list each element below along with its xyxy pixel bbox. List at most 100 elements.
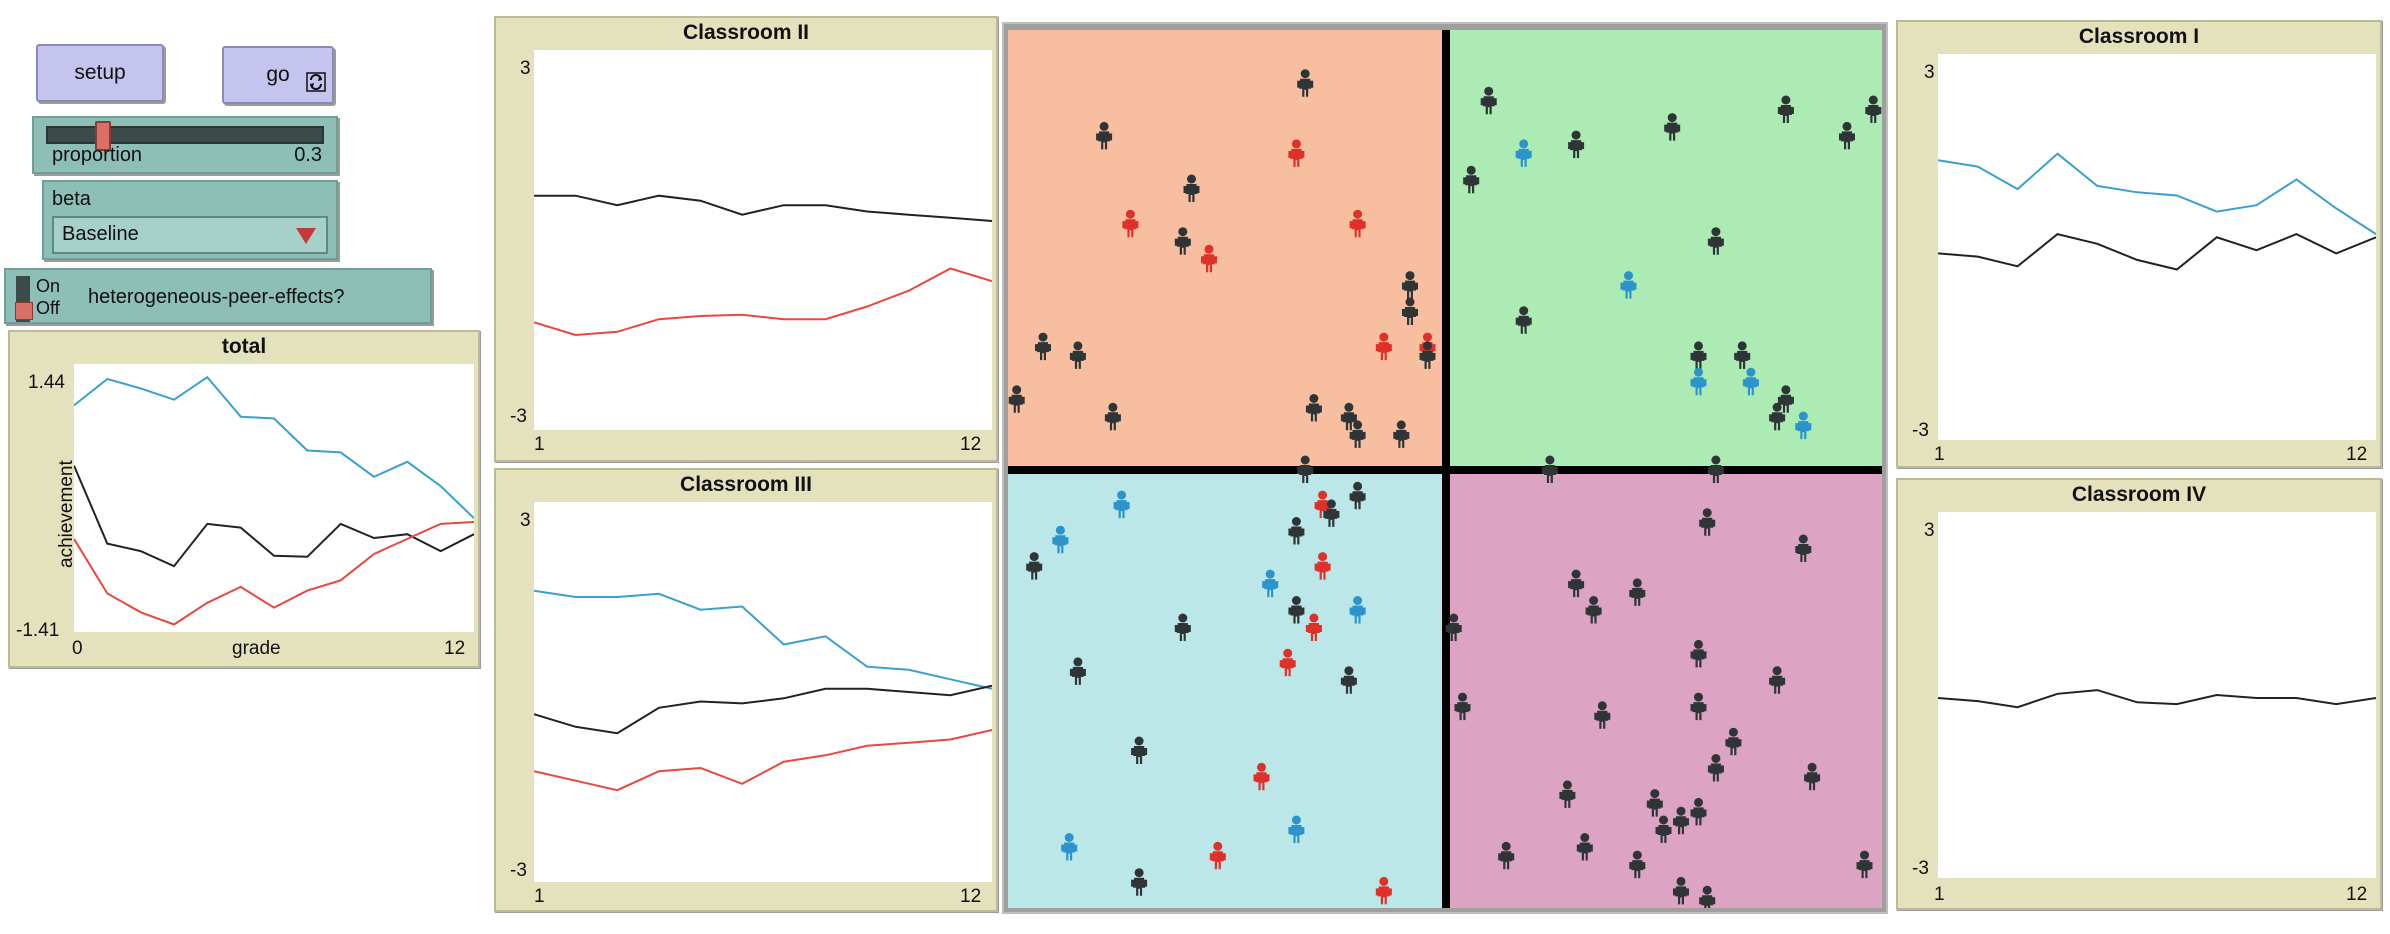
student-agent [1305, 394, 1322, 422]
student-agent [1069, 341, 1086, 369]
world-view[interactable] [1002, 22, 1888, 914]
plot-classroom-i: Classroom I 3 -3 1 12 [1896, 20, 2382, 468]
student-agent [1777, 95, 1794, 123]
student-agent [1052, 525, 1069, 554]
student-agent [1559, 780, 1576, 808]
plot-title: Classroom I [2078, 25, 2200, 48]
beta-chooser[interactable]: beta Baseline [42, 180, 338, 260]
series-line-0 [534, 194, 992, 222]
chooser-label: beta [52, 188, 91, 210]
student-agent [1725, 727, 1742, 756]
student-agent [1419, 341, 1436, 369]
student-agent [1734, 341, 1751, 369]
student-agent [1655, 815, 1672, 843]
student-agent [1707, 455, 1724, 483]
student-agent [1174, 613, 1191, 641]
plot-area [74, 364, 474, 632]
plot-total: total 1.44 -1.41 achievement 0 grade 12 [8, 330, 480, 668]
series-line-1 [74, 465, 474, 568]
plot-area [1938, 512, 2376, 878]
slider-label: proportion [52, 144, 143, 166]
series-line-0 [1938, 152, 2376, 235]
chooser-selected-value: Baseline [62, 223, 139, 245]
series-line-0 [1938, 689, 2376, 709]
student-agent [1568, 130, 1585, 159]
student-agent [1008, 385, 1025, 413]
student-agent [1314, 552, 1331, 580]
switch-name: heterogeneous-peer-effects? [88, 286, 345, 308]
student-agent [1576, 833, 1593, 861]
plot-area [1938, 54, 2376, 440]
plot-title: total [221, 335, 267, 358]
switch-on-label: On [36, 276, 61, 296]
student-agent [1288, 815, 1305, 843]
student-agent [1795, 534, 1812, 562]
heterogeneous-peer-effects-switch[interactable]: On Off heterogeneous-peer-effects? [4, 268, 432, 324]
slider-thumb[interactable] [94, 121, 111, 151]
student-agent [1104, 402, 1121, 431]
y-min-label: -3 [1912, 420, 1929, 441]
proportion-slider[interactable]: proportion 0.3 [32, 116, 338, 174]
classroom-ii-room [1008, 30, 1442, 466]
x-max-label: 12 [960, 886, 982, 907]
student-agent [1035, 332, 1051, 361]
switch-knob[interactable] [15, 302, 33, 320]
series-line-0 [74, 375, 474, 519]
student-agent [1183, 174, 1200, 202]
student-agent [1069, 657, 1086, 685]
student-agent [1174, 227, 1191, 255]
student-agent [1454, 692, 1471, 721]
classroom-iii-room [1008, 474, 1442, 908]
student-agent [1690, 639, 1707, 668]
student-agent [1113, 490, 1130, 519]
student-agent [1568, 569, 1585, 598]
y-min-label: -1.41 [16, 620, 60, 641]
student-agent [1253, 762, 1270, 791]
plot-area [534, 50, 992, 430]
plot-classroom-iv: Classroom IV 3 -3 1 12 [1896, 478, 2382, 910]
y-max-label: 3 [1924, 520, 1935, 541]
x-axis-label: grade [232, 638, 281, 659]
series-line-0 [534, 589, 992, 690]
student-agent [1340, 666, 1357, 694]
horizontal-wall [1008, 466, 1882, 474]
student-agent [1839, 121, 1855, 150]
plot-classroom-iii: Classroom III 3 -3 1 12 [494, 468, 998, 912]
student-agent [1297, 69, 1314, 97]
student-agent [1288, 596, 1305, 624]
go-button[interactable]: go [222, 46, 334, 104]
student-agent [1131, 736, 1148, 764]
student-agent [1690, 367, 1707, 396]
student-agent [1673, 806, 1689, 835]
x-min-label: 0 [72, 638, 83, 659]
student-agent [1375, 876, 1392, 905]
student-agent [1742, 367, 1759, 396]
switch-off-label: Off [36, 298, 60, 318]
student-agent [1629, 578, 1646, 606]
student-agent [1279, 648, 1296, 677]
student-agent [1262, 569, 1279, 598]
go-button-label: go [266, 63, 290, 86]
student-agent [1707, 227, 1724, 255]
y-max-label: 1.44 [28, 372, 65, 393]
classroom-iii-plot-svg [534, 589, 992, 792]
chooser-select[interactable]: Baseline [52, 216, 328, 254]
student-agent [1305, 613, 1322, 641]
student-agent [1541, 455, 1558, 483]
student-agent [1297, 455, 1314, 483]
x-max-label: 12 [444, 638, 466, 659]
setup-button[interactable]: setup [36, 44, 164, 102]
student-agent [1463, 165, 1480, 194]
student-agent [1026, 552, 1043, 580]
y-max-label: 3 [520, 58, 531, 79]
student-agent [1795, 411, 1812, 440]
student-agent [1209, 841, 1226, 870]
x-min-label: 1 [534, 434, 545, 455]
student-agent [1707, 754, 1724, 782]
student-agent [1690, 692, 1707, 721]
student-agent [1690, 341, 1707, 369]
total-plot-svg [74, 375, 474, 626]
series-line-2 [534, 729, 992, 792]
slider-track[interactable] [46, 126, 324, 144]
student-agent [1673, 876, 1689, 905]
